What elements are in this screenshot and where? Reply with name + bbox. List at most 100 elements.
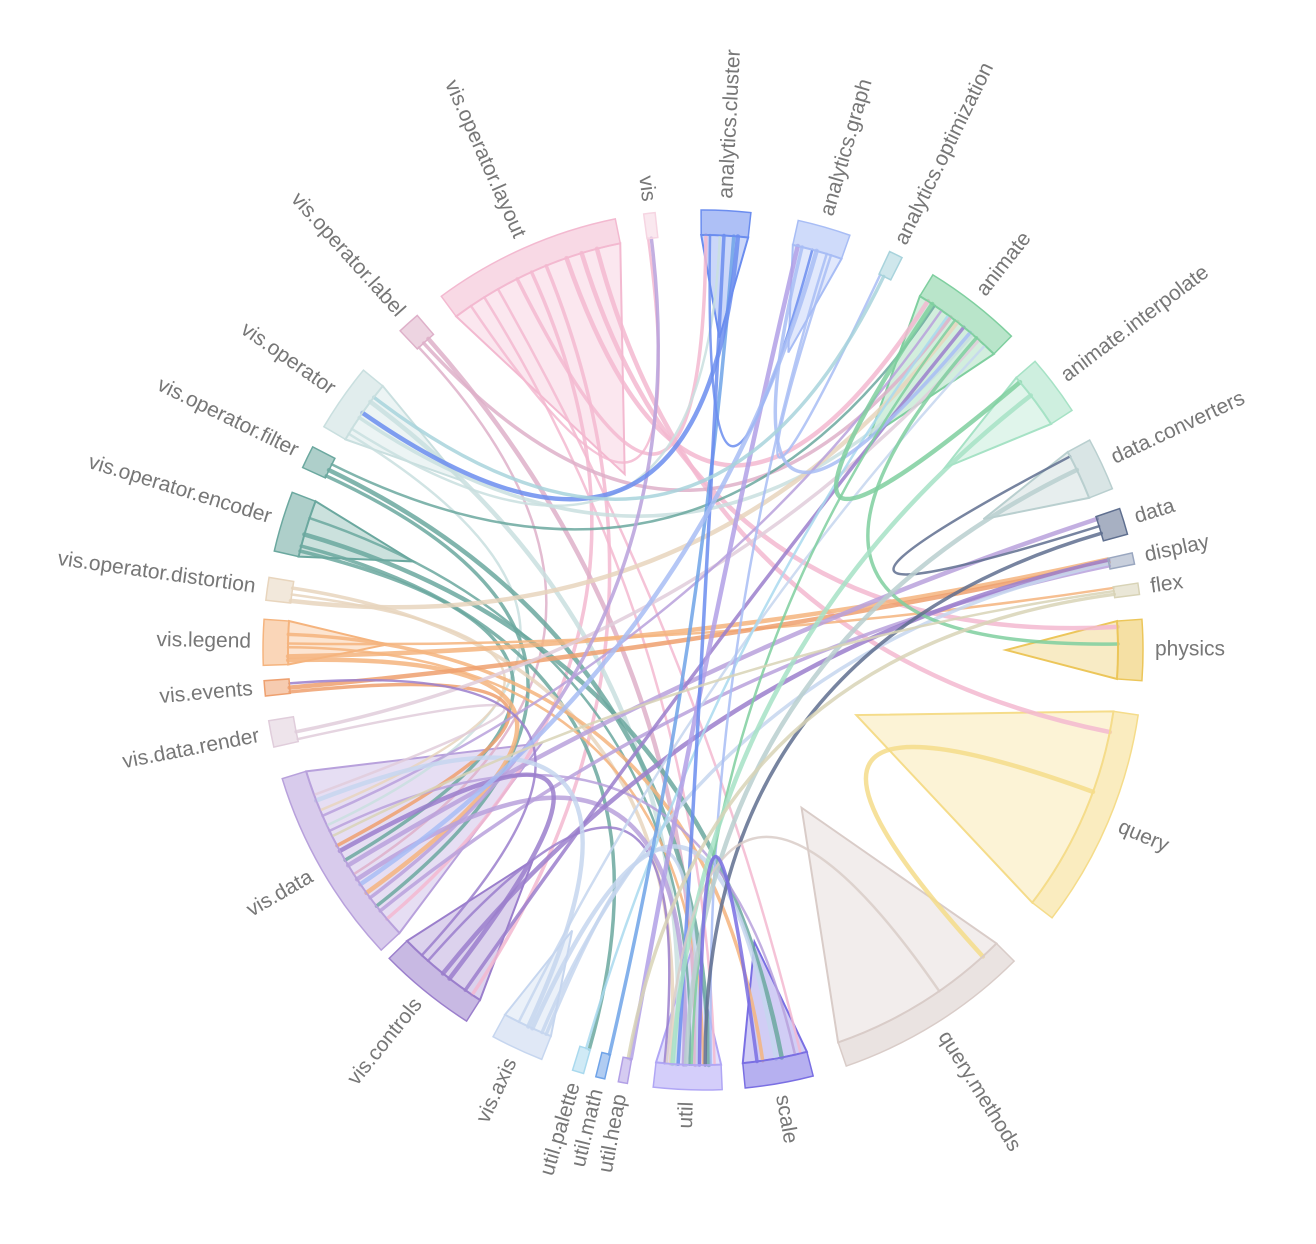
group-arc-vis[interactable] [642, 211, 659, 240]
group-label-animate-interpolate: animate.interpolate [1056, 261, 1212, 387]
ribbon-vis-operator-to-util[interactable] [368, 399, 681, 1067]
ribbon-vis-controls-to-vis-events[interactable] [288, 678, 537, 957]
group-arc-layer [262, 209, 1144, 1091]
group-arc-util[interactable] [652, 1061, 723, 1091]
self-chord-query-methods [800, 805, 999, 1044]
group-label-vis-controls: vis.controls [343, 993, 427, 1089]
ribbon-vis-controls-to-display[interactable] [440, 558, 1111, 976]
group-label-flex: flex [1149, 570, 1185, 597]
group-label-vis-events: vis.events [159, 677, 254, 708]
ribbon-vis-operator-layout-to-util[interactable] [483, 296, 716, 1067]
ribbon-data-converters-to-util[interactable] [683, 467, 1080, 1067]
group-arc-query-methods[interactable] [837, 942, 1016, 1067]
group-arc-data[interactable] [1095, 507, 1129, 542]
ribbon-util-math-to-analytics-cluster[interactable] [607, 234, 736, 1057]
group-label-vis-operator-layout: vis.operator.layout [440, 76, 530, 241]
ribbon-layer [285, 233, 1120, 1068]
group-arc-data-converters[interactable] [1066, 439, 1114, 499]
ribbon-analytics-optimization-to-vis-operator[interactable] [372, 274, 886, 501]
group-label-vis: vis [634, 174, 660, 202]
ribbon-animate-to-physics[interactable] [866, 336, 1120, 646]
ribbon-query-to-query-methods[interactable] [863, 744, 1096, 959]
ribbon-analytics-graph-to-analytics-optimization[interactable] [776, 253, 882, 459]
ribbon-vis-operator-layout-to-physics[interactable] [579, 250, 1120, 631]
group-arc-scale[interactable] [741, 1050, 815, 1089]
ribbon-vis-axis-to-vis-data[interactable] [314, 755, 585, 1029]
group-label-animate: animate [971, 227, 1035, 300]
ribbon-vis-operator-layout-to-scale[interactable] [496, 287, 802, 1055]
ribbon-vis-legend-to-scale[interactable] [286, 632, 765, 1063]
group-arc-vis-operator-filter[interactable] [301, 445, 336, 479]
group-arc-util-heap[interactable] [617, 1056, 633, 1085]
group-arc-animate-interpolate[interactable] [1015, 360, 1074, 426]
ribbon-vis-operator-filter-to-vis-data[interactable] [324, 474, 530, 908]
ribbon-vis-axis-to-scale[interactable] [530, 844, 779, 1061]
group-label-query: query [1115, 815, 1173, 857]
ribbon-analytics-graph-to-animate[interactable] [773, 245, 972, 475]
group-arc-animate[interactable] [918, 273, 1013, 356]
ribbon-vis-legend-to-display[interactable] [285, 557, 1111, 659]
ribbon-vis-data-to-vis[interactable] [368, 236, 660, 900]
ribbon-vis-axis-to-display[interactable] [540, 561, 1111, 1035]
group-arc-util-palette[interactable] [571, 1045, 592, 1075]
group-label-vis-data-render: vis.data.render [121, 724, 262, 773]
ribbon-vis-operator-encoder-to-scale[interactable] [302, 532, 784, 1060]
group-arc-vis-axis[interactable] [492, 1013, 552, 1061]
ribbon-analytics-graph-to-util[interactable] [709, 252, 828, 1067]
ribbon-vis-operator-distortion-to-animate[interactable] [288, 319, 960, 610]
ribbon-vis-controls-to-util[interactable] [426, 826, 671, 1065]
group-arc-vis-controls[interactable] [388, 939, 482, 1023]
group-arc-vis-operator-layout[interactable] [440, 217, 622, 318]
group-arc-vis-operator-encoder[interactable] [273, 491, 317, 558]
ribbon-scale-to-util[interactable] [697, 854, 759, 1067]
ribbon-flex-to-util-heap[interactable] [626, 592, 1116, 1060]
group-label-vis-operator-label: vis.operator.label [286, 188, 409, 321]
group-arc-vis-operator-label[interactable] [399, 314, 435, 351]
ribbon-vis-operator-layout-to-query[interactable] [594, 246, 1113, 735]
group-arc-analytics-optimization[interactable] [878, 250, 904, 281]
group-label-query-methods: query.methods [934, 1027, 1026, 1156]
ribbon-vis-operator-layout-to-analytics-cluster[interactable] [515, 233, 708, 456]
ribbon-vis-operator-label-to-animate[interactable] [421, 315, 953, 492]
group-label-analytics-graph: analytics.graph [816, 76, 877, 218]
group-label-scale: scale [771, 1093, 802, 1145]
ribbon-vis-data-render-to-animate[interactable] [294, 338, 981, 734]
ribbon-vis-operator-layout-to-vis-data[interactable] [385, 270, 594, 921]
group-arc-display[interactable] [1106, 551, 1136, 570]
ribbon-vis-axis-to-animate[interactable] [517, 344, 987, 1024]
group-arc-util-math[interactable] [594, 1051, 612, 1080]
group-arc-analytics-graph[interactable] [791, 219, 851, 260]
ribbon-vis-data-to-data[interactable] [345, 516, 1100, 868]
group-label-physics: physics [1155, 638, 1225, 661]
ribbon-analytics-cluster-to-vis-operator[interactable] [360, 234, 741, 502]
group-arc-vis-legend[interactable] [262, 618, 290, 667]
ribbon-vis-data-to-display[interactable] [378, 564, 1112, 913]
ribbon-flex-to-vis-data[interactable] [330, 589, 1116, 838]
ribbon-query-methods-to-util[interactable] [665, 835, 941, 1065]
ribbon-data-to-data-converters[interactable] [892, 455, 1101, 576]
ribbon-vis-operator-label-to-util[interactable] [426, 336, 698, 1068]
ribbon-animate-interpolate-to-util[interactable] [670, 393, 1034, 1067]
group-arc-analytics-cluster[interactable] [700, 209, 752, 239]
group-arc-flex[interactable] [1112, 582, 1141, 599]
ribbon-util-heap-to-analytics-graph[interactable] [628, 243, 801, 1061]
ribbon-vis-operator-filter-to-animate[interactable] [330, 304, 936, 531]
ribbon-vis-operator-distortion-to-util[interactable] [290, 586, 675, 1066]
group-arc-vis-data-render[interactable] [267, 715, 300, 749]
group-label-vis-operator: vis.operator [237, 318, 340, 400]
group-arc-vis-data[interactable] [281, 770, 401, 952]
group-arc-vis-operator-distortion[interactable] [264, 576, 295, 604]
group-arc-vis-operator[interactable] [322, 369, 384, 441]
group-label-vis-operator-filter: vis.operator.filter [154, 373, 303, 461]
ribbon-analytics-graph-to-vis-data[interactable] [358, 248, 819, 887]
group-arc-physics[interactable] [1116, 618, 1144, 682]
group-label-data-converters: data.converters [1107, 387, 1248, 469]
group-label-vis-legend: vis.legend [156, 628, 251, 653]
group-arc-vis-events[interactable] [263, 678, 292, 697]
group-label-data: data [1132, 494, 1178, 528]
ribbon-vis-data-to-scale[interactable] [328, 773, 797, 1056]
group-arc-query[interactable] [1031, 710, 1140, 919]
ribbon-vis-operator-layout-to-animate[interactable] [564, 255, 931, 468]
ribbon-vis-operator-encoder-to-util-palette[interactable] [299, 544, 617, 1051]
